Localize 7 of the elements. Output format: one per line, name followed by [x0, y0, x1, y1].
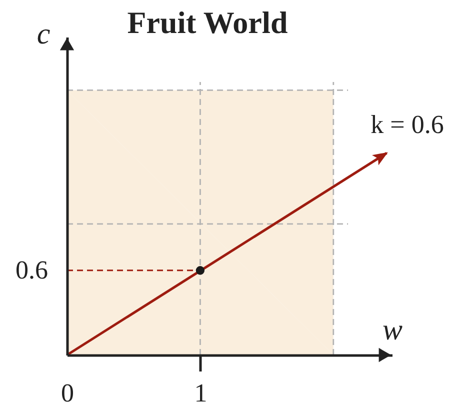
series-label: k = 0.6	[370, 110, 444, 140]
x-tick-label: 0	[61, 378, 74, 404]
annotation: 0.6	[16, 255, 48, 284]
x-axis-title: w	[382, 314, 403, 346]
x-tick-label: 1	[194, 378, 208, 404]
chart-title: Fruit World	[127, 5, 288, 40]
y-axis-title: c	[36, 18, 50, 50]
